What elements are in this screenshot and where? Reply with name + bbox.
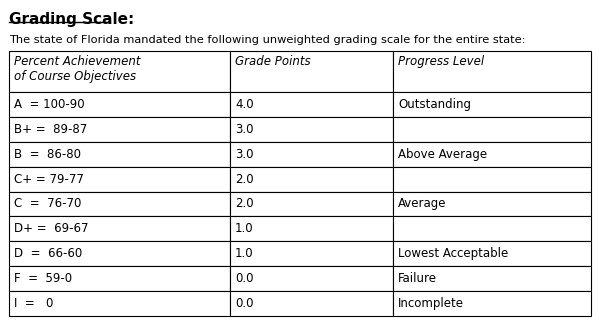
Text: Outstanding: Outstanding bbox=[398, 98, 471, 111]
Text: 3.0: 3.0 bbox=[235, 123, 253, 136]
Text: 1.0: 1.0 bbox=[235, 247, 254, 260]
Text: D  =  66-60: D = 66-60 bbox=[14, 247, 82, 260]
Text: Above Average: Above Average bbox=[398, 148, 487, 161]
Text: Incomplete: Incomplete bbox=[398, 297, 464, 310]
Text: C+ = 79-77: C+ = 79-77 bbox=[14, 173, 83, 186]
Text: Grading Scale:: Grading Scale: bbox=[9, 12, 134, 27]
Text: F  =  59-0: F = 59-0 bbox=[14, 272, 72, 285]
Text: B+ =  89-87: B+ = 89-87 bbox=[14, 123, 87, 136]
Text: 2.0: 2.0 bbox=[235, 197, 254, 211]
Text: A  = 100-90: A = 100-90 bbox=[14, 98, 85, 111]
Text: 2.0: 2.0 bbox=[235, 173, 254, 186]
Text: Failure: Failure bbox=[398, 272, 437, 285]
Text: D+ =  69-67: D+ = 69-67 bbox=[14, 222, 88, 235]
Text: The state of Florida mandated the following unweighted grading scale for the ent: The state of Florida mandated the follow… bbox=[9, 35, 526, 44]
Text: 0.0: 0.0 bbox=[235, 297, 253, 310]
Text: 4.0: 4.0 bbox=[235, 98, 254, 111]
Text: I  =   0: I = 0 bbox=[14, 297, 53, 310]
Text: 1.0: 1.0 bbox=[235, 222, 254, 235]
Text: Grade Points: Grade Points bbox=[235, 55, 311, 68]
Text: Average: Average bbox=[398, 197, 446, 211]
Text: B  =  86-80: B = 86-80 bbox=[14, 148, 81, 161]
Text: C  =  76-70: C = 76-70 bbox=[14, 197, 81, 211]
Text: Progress Level: Progress Level bbox=[398, 55, 484, 68]
Text: Percent Achievement
of Course Objectives: Percent Achievement of Course Objectives bbox=[14, 55, 140, 83]
Text: 0.0: 0.0 bbox=[235, 272, 253, 285]
Text: 3.0: 3.0 bbox=[235, 148, 253, 161]
Text: Lowest Acceptable: Lowest Acceptable bbox=[398, 247, 508, 260]
